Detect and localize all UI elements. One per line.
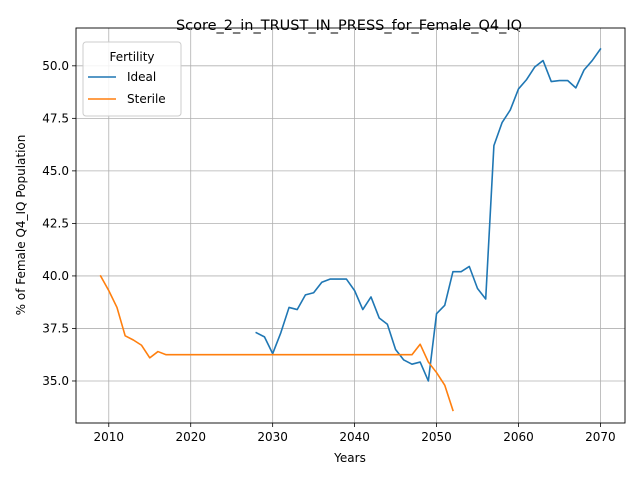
x-tick-label: 2060 xyxy=(503,430,534,444)
x-tick-label: 2030 xyxy=(257,430,288,444)
plot-area-frame xyxy=(75,27,626,424)
y-tick-label: 50.0 xyxy=(42,59,69,73)
x-axis: 2010 2020 2030 2040 2050 2060 2070 xyxy=(94,423,616,444)
x-tick-label: 2040 xyxy=(339,430,370,444)
legend-label-ideal: Ideal xyxy=(127,70,156,84)
x-tick-label: 2010 xyxy=(94,430,125,444)
chart-title: Score_2_in_TRUST_IN_PRESS_for_Female_Q4_… xyxy=(176,18,522,34)
y-tick-label: 37.5 xyxy=(42,321,69,335)
series-lines xyxy=(99,47,602,412)
series-line-sterile xyxy=(99,274,454,412)
x-axis-title: Years xyxy=(333,451,366,465)
y-tick-label: 42.5 xyxy=(42,216,69,230)
legend-title: Fertility xyxy=(109,50,154,64)
legend-label-sterile: Sterile xyxy=(127,92,166,106)
x-tick-label: 2020 xyxy=(175,430,206,444)
legend: Fertility Ideal Sterile xyxy=(82,41,182,117)
grid-lines xyxy=(76,28,625,423)
y-tick-label: 47.5 xyxy=(42,111,69,125)
y-axis: 35.0 37.5 40.0 42.5 45.0 47.5 50.0 xyxy=(42,59,76,388)
y-axis-title: % of Female Q4_IQ Population xyxy=(14,135,28,316)
x-tick-label: 2050 xyxy=(421,430,452,444)
series-line-ideal xyxy=(255,47,602,382)
x-tick-label: 2070 xyxy=(585,430,616,444)
y-tick-label: 45.0 xyxy=(42,164,69,178)
y-tick-label: 35.0 xyxy=(42,374,69,388)
legend-box xyxy=(82,41,182,117)
y-tick-label: 40.0 xyxy=(42,269,69,283)
